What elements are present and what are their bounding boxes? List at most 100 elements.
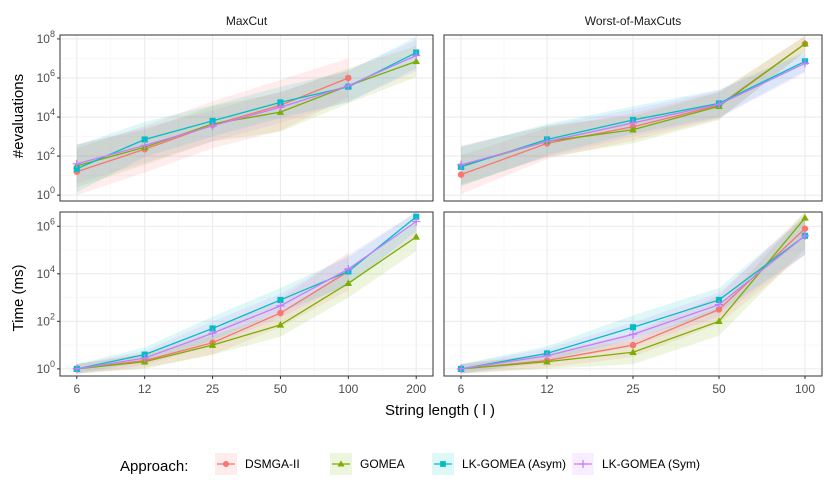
data-point-lk-gomea-asym [73, 165, 80, 172]
data-point-lk-gomea-sym [714, 100, 724, 109]
data-point-gomea [543, 357, 551, 365]
panel-border [59, 211, 434, 377]
data-point-lk-gomea-sym [628, 330, 638, 339]
y-tick-label: 104 [37, 264, 55, 281]
data-point-gomea [629, 348, 637, 355]
x-tick-label: 50 [712, 382, 726, 396]
y-tick-label: 100 [37, 185, 55, 202]
y-tick-label: 102 [37, 146, 55, 163]
ribbon-lk-gomea-asym [461, 216, 805, 374]
data-point-gomea [208, 341, 217, 348]
data-point-lk-gomea-sym [276, 103, 285, 112]
panel-0-1: Worst-of-MaxCuts [443, 14, 823, 202]
data-point-dsmga-ii [277, 309, 284, 317]
legend-marker-lk-gomea-asym [440, 461, 446, 467]
data-point-dsmga-ii [629, 341, 637, 349]
data-point-lk-gomea-sym [456, 364, 466, 373]
legend-label: LK-GOMEA (Sym) [602, 457, 700, 471]
gridlines [60, 212, 433, 376]
data-point-lk-gomea-sym [276, 301, 285, 310]
data-point-lk-gomea-asym [277, 99, 284, 106]
legend-item-lk-gomea-sym: LK-GOMEA (Sym) [572, 453, 700, 475]
data-point-dsmga-ii [345, 74, 352, 82]
gridlines [444, 35, 822, 201]
data-point-lk-gomea-asym [413, 213, 420, 220]
data-point-lk-gomea-sym [344, 81, 353, 90]
data-point-lk-gomea-asym [209, 325, 216, 332]
legend-title: Approach: [120, 458, 188, 475]
y-tick-label: 104 [37, 107, 55, 124]
x-tick-label: 50 [274, 382, 288, 396]
legend-marker-gomea [337, 460, 345, 467]
data-point-lk-gomea-asym [715, 296, 723, 304]
series-line-lk-gomea-sym [76, 54, 417, 165]
data-point-gomea [276, 320, 285, 328]
data-point-lk-gomea-sym [542, 137, 552, 146]
data-point-lk-gomea-sym [412, 51, 421, 60]
data-point-gomea [276, 108, 285, 115]
data-point-gomea [344, 279, 353, 287]
data-point-lk-gomea-sym [800, 231, 810, 240]
data-point-lk-gomea-sym [140, 141, 149, 150]
legend-item-gomea: GOMEA [330, 453, 405, 475]
ribbon-dsmga-ii [76, 252, 349, 374]
legend-label: GOMEA [360, 457, 405, 471]
data-point-gomea [715, 317, 723, 325]
ribbon-gomea [461, 212, 805, 374]
series-line-lk-gomea-sym [76, 220, 417, 370]
data-point-lk-gomea-sym [542, 351, 552, 360]
facet-label-worst-of-maxcuts: Worst-of-MaxCuts [585, 14, 681, 28]
legend-label: DSMGA-II [245, 457, 300, 471]
data-point-dsmga-ii [715, 306, 723, 313]
ribbon-dsmga-ii [461, 35, 805, 195]
panel-1-0: 100 102 104 106 6 12 25 50 100 200 [37, 211, 434, 396]
legend-label: LK-GOMEA (Asym) [462, 457, 566, 471]
data-point-lk-gomea-sym [344, 264, 353, 274]
data-point-lk-gomea-sym [72, 364, 81, 373]
x-tick-label: 12 [138, 382, 152, 396]
data-point-lk-gomea-sym [72, 159, 81, 168]
facet-label-maxcut: MaxCut [226, 14, 268, 28]
panel-border [443, 34, 823, 202]
ribbon-lk-gomea-asym [76, 212, 417, 374]
series-line-lk-gomea-asym [76, 216, 417, 370]
y-tick-label: 106 [37, 216, 55, 233]
x-tick-label: 6 [458, 382, 465, 396]
data-point-lk-gomea-sym [628, 118, 638, 127]
data-point-gomea [801, 39, 809, 47]
data-point-lk-gomea-sym [208, 121, 217, 130]
data-point-gomea [412, 233, 420, 240]
series-line-gomea [76, 236, 417, 370]
x-tick-label: 100 [338, 382, 358, 396]
legend: Approach: DSMGA-II GOMEA LK-GOMEA (Asym) LK… [120, 453, 700, 475]
y-tick-label: 100 [37, 359, 55, 376]
y-axis-title-top: #evaluations [10, 74, 27, 158]
y-axis-title-bottom: Time (ms) [10, 265, 27, 332]
x-tick-label: 200 [406, 382, 426, 396]
legend-item-lk-gomea-asym: LK-GOMEA (Asym) [432, 453, 566, 475]
x-tick-label: 12 [540, 382, 554, 396]
panel-0-0: MaxCut 100 102 104 106 108 [37, 14, 434, 202]
data-point-gomea [801, 214, 809, 221]
ribbon-gomea [76, 222, 417, 374]
data-point-lk-gomea-sym [800, 59, 810, 68]
ribbon-gomea [461, 35, 805, 186]
x-tick-label: 25 [206, 382, 220, 396]
data-point-lk-gomea-sym [456, 160, 466, 169]
panel-border [59, 34, 434, 202]
data-point-lk-gomea-asym [277, 296, 284, 304]
legend-marker-lk-gomea-sym [579, 460, 587, 468]
x-tick-label: 25 [626, 382, 640, 396]
legend-marker-dsmga-ii [222, 460, 230, 468]
data-point-dsmga-ii [801, 225, 809, 232]
data-point-dsmga-ii [457, 171, 465, 178]
data-point-gomea [629, 125, 637, 133]
data-point-lk-gomea-sym [714, 300, 724, 309]
data-point-lk-gomea-asym [141, 136, 148, 143]
x-tick-label: 100 [795, 382, 815, 396]
data-point-lk-gomea-asym [629, 324, 637, 331]
data-point-gomea [412, 57, 420, 65]
y-tick-label: 106 [37, 68, 55, 85]
y-tick-label: 108 [37, 29, 55, 46]
